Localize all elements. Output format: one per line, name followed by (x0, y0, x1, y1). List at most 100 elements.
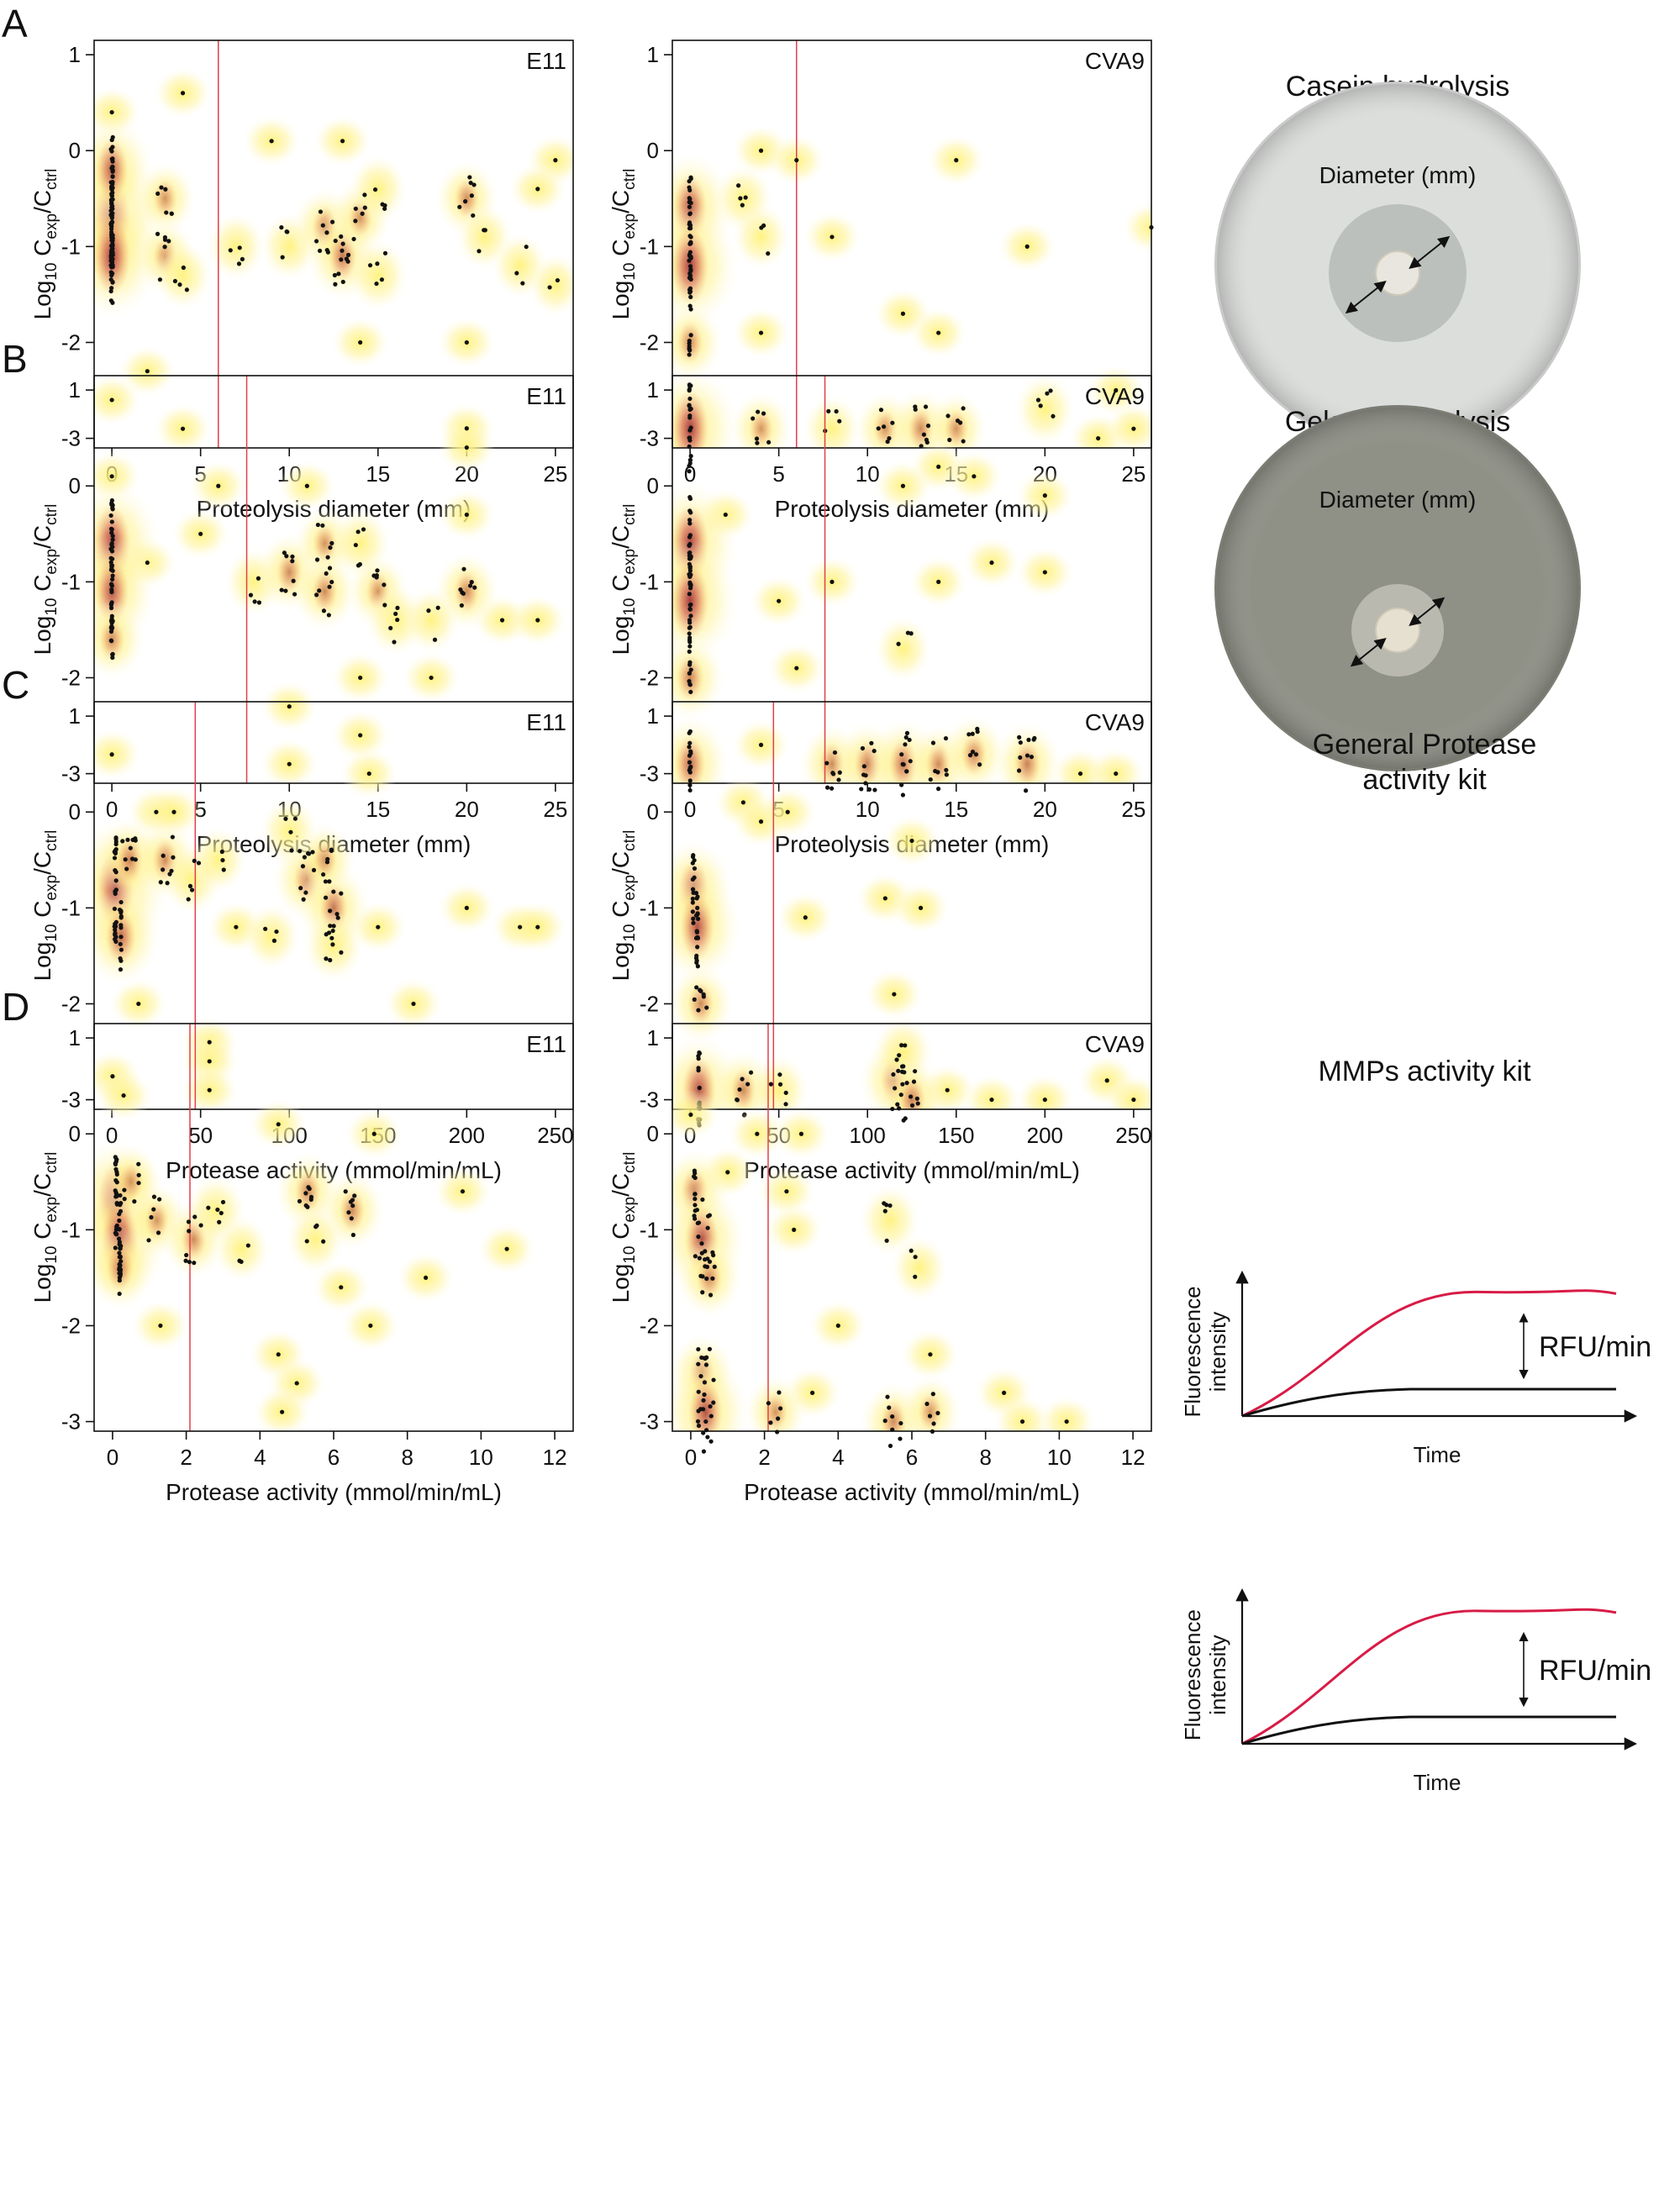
data-point (687, 682, 693, 687)
data-point (694, 1208, 700, 1213)
virus-label: E11 (526, 383, 566, 409)
y-axis-label-part: exp (621, 213, 639, 240)
data-point (136, 1181, 141, 1186)
data-point (891, 1071, 896, 1077)
x-tick-label: 15 (366, 461, 390, 487)
data-point (382, 250, 388, 255)
data-point (159, 185, 164, 190)
data-point (113, 839, 118, 845)
data-point (192, 858, 197, 863)
data-point (898, 1092, 903, 1098)
x-axis-label: Protease activity (mmol/min/mL) (166, 1479, 502, 1505)
data-point (109, 639, 114, 644)
data-point (429, 675, 434, 681)
x-tick-label: 10 (856, 797, 880, 822)
data-point (687, 607, 693, 612)
data-point (890, 420, 895, 425)
data-point (157, 1197, 162, 1202)
data-point (317, 588, 322, 593)
data-point (171, 809, 176, 814)
illustration-title: General Protease (1313, 729, 1537, 761)
data-point (687, 644, 693, 649)
data-point (109, 589, 114, 595)
data-point (109, 583, 114, 588)
data-point (432, 637, 438, 642)
x-tick-label: 100 (850, 1123, 886, 1148)
data-point (362, 205, 367, 210)
data-points (110, 1074, 509, 1414)
data-point (108, 213, 113, 218)
data-point (110, 241, 115, 246)
data-point (1064, 1419, 1069, 1424)
data-point (687, 631, 692, 636)
data-point (901, 1064, 906, 1069)
virus-label: CVA9 (1085, 383, 1145, 409)
data-point (110, 652, 115, 657)
data-point (460, 590, 465, 595)
data-point (958, 420, 963, 425)
data-point (775, 1429, 780, 1435)
data-point (118, 1271, 124, 1277)
data-point (328, 908, 333, 913)
rate-label: RFU/min (1539, 1655, 1651, 1687)
data-point (784, 1189, 789, 1194)
virus-label: CVA9 (1085, 48, 1145, 74)
data-point (109, 498, 114, 503)
data-point (170, 834, 175, 840)
diameter-arrow (1350, 638, 1387, 667)
data-point (903, 742, 908, 747)
y-tick-label: -3 (61, 1409, 81, 1435)
data-point (736, 183, 741, 188)
data-point (688, 294, 693, 299)
data-point (294, 1381, 299, 1386)
data-point (878, 408, 884, 413)
data-point (327, 584, 332, 589)
data-point (704, 1276, 709, 1282)
data-point (292, 592, 298, 597)
data-point (693, 913, 699, 918)
data-point (329, 219, 335, 224)
data-point (395, 605, 400, 610)
data-point (947, 437, 952, 443)
data-point (977, 762, 982, 767)
data-point (113, 1161, 118, 1167)
data-point (292, 816, 298, 821)
data-point (353, 218, 358, 224)
data-point (248, 592, 254, 598)
y-tick-label: 0 (69, 138, 81, 163)
data-point (777, 1390, 782, 1395)
data-point (318, 209, 324, 214)
y-tick-label: 1 (69, 1025, 81, 1050)
data-point (161, 867, 166, 872)
data-point (687, 649, 692, 654)
data-point (379, 277, 384, 282)
data-point (882, 896, 887, 901)
data-point (687, 338, 692, 344)
data-point (284, 229, 289, 234)
data-point (696, 1408, 701, 1414)
data-point (117, 1250, 122, 1256)
data-point (333, 282, 338, 287)
data-point (169, 211, 174, 216)
data-point (217, 1219, 222, 1224)
data-point (688, 254, 693, 260)
data-point (1114, 387, 1119, 393)
data-point (535, 618, 540, 623)
y-axis-label-part: ctrl (621, 169, 639, 190)
y-tick-label: 1 (647, 377, 659, 403)
data-point (777, 598, 782, 603)
data-point (189, 887, 195, 892)
data-point (687, 586, 693, 591)
data-point (353, 206, 358, 211)
data-point (392, 640, 397, 645)
data-point (464, 445, 469, 450)
y-axis-label-part: ctrl (621, 1152, 639, 1173)
data-point (321, 871, 326, 877)
data-point (696, 1389, 701, 1394)
data-point (371, 1131, 377, 1136)
fluorescence-label-line: intensity (1205, 1312, 1230, 1392)
density-halo (860, 1184, 920, 1256)
y-axis-label: Log10 Cexp/Cctrl (29, 830, 61, 982)
data-point (903, 1043, 908, 1048)
data-point (859, 787, 864, 792)
